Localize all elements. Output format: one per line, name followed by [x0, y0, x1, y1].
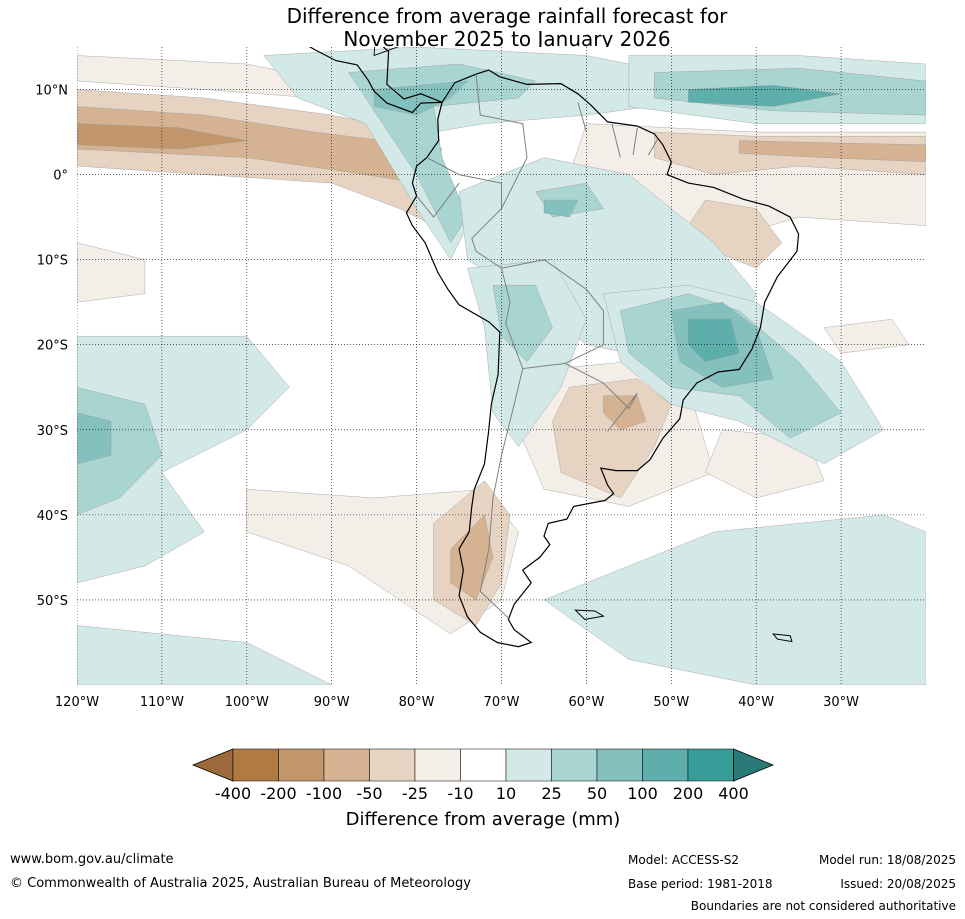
issued-date: Issued: 20/08/2025: [840, 877, 956, 891]
longitude-tick-label: 30°W: [823, 695, 859, 710]
longitude-tick-label: 120°W: [55, 695, 99, 710]
country-border: [577, 102, 587, 133]
colorbar-swatch: [232, 748, 279, 782]
dry-east-pacific-faint: [77, 242, 146, 303]
wet-east-pacific-faint: [77, 336, 290, 584]
latitude-tick-label: 10°S: [37, 254, 68, 269]
chart-title-line-1: Difference from average rainfall forecas…: [286, 4, 728, 28]
colorbar-swatch: [505, 748, 552, 782]
colorbar-tick-label: -10: [447, 784, 473, 803]
chart-title-line-2: November 2025 to January 2026: [343, 27, 671, 51]
colorbar-swatch: [323, 748, 370, 782]
coastline: [308, 47, 800, 648]
colorbar-tick-label: -200: [260, 784, 296, 803]
south-america-coastline: [405, 69, 800, 648]
country-border: [501, 259, 604, 370]
country-border: [632, 127, 638, 156]
dry-band-itcz-core: [77, 123, 247, 150]
colorbar-tick-label: 100: [627, 784, 658, 803]
latitude-tick-label: 30°S: [37, 424, 68, 439]
south-georgia: [772, 633, 793, 643]
wet-north-atlantic-core: [688, 85, 842, 107]
latitude-labels: 10°N 0° 10°S 20°S 30°S 40°S 50°S: [35, 84, 68, 609]
falkland-islands: [574, 609, 605, 621]
longitude-tick-label: 60°W: [568, 695, 604, 710]
colorbar-tick-label: 10: [496, 784, 516, 803]
colorbar-tick-label: 50: [587, 784, 607, 803]
map-plot-area: [77, 47, 926, 685]
longitude-tick-label: 50°W: [653, 695, 689, 710]
colorbar-swatch: [642, 748, 689, 782]
colorbar-tick-label: -400: [215, 784, 251, 803]
colorbar-title: Difference from average (mm): [346, 809, 621, 830]
latitude-tick-label: 40°S: [37, 509, 68, 524]
latitude-tick-label: 0°: [53, 169, 68, 184]
colorbar-swatch: [278, 748, 325, 782]
longitude-tick-label: 100°W: [225, 695, 269, 710]
wet-sacz-center: [688, 319, 740, 362]
colorbar-high-extend: [733, 748, 775, 782]
model-run-date: Model run: 18/08/2025: [818, 853, 956, 867]
graticule: [77, 47, 926, 685]
colorbar-tick-label: 400: [718, 784, 749, 803]
country-border: [647, 138, 659, 156]
country-border: [426, 157, 502, 209]
latitude-tick-label: 20°S: [37, 339, 68, 354]
colorbar-swatch: [687, 748, 734, 782]
colorbar-tick-label: -100: [306, 784, 342, 803]
colorbar-tick-label: -50: [356, 784, 382, 803]
wet-amazon-core: [543, 199, 579, 218]
colorbar-tick-label: 25: [541, 784, 561, 803]
colorbar-swatch: [551, 748, 598, 782]
colorbar-swatch: [596, 748, 643, 782]
colorbar-swatch: [369, 748, 416, 782]
latitude-tick-label: 10°N: [35, 84, 68, 99]
copyright-text: © Commonwealth of Australia 2025, Austra…: [10, 876, 471, 891]
wet-south-pacific-faint: [77, 625, 332, 685]
disclaimer-text: Boundaries are not considered authoritat…: [690, 899, 956, 913]
longitude-tick-label: 110°W: [140, 695, 184, 710]
rainfall-anomaly-fields: [77, 47, 926, 685]
country-border: [471, 74, 528, 269]
colorbar-tick-label: -25: [402, 784, 428, 803]
dry-uruguay-core: [603, 395, 647, 431]
country-border: [416, 182, 460, 218]
wet-east-pacific-core: [77, 412, 112, 465]
model-name: Model: ACCESS-S2: [628, 853, 740, 867]
longitude-tick-label: 70°W: [484, 695, 520, 710]
colorbar-low-extend: [191, 748, 234, 782]
longitude-tick-label: 90°W: [314, 695, 350, 710]
colorbar-swatch: [414, 748, 461, 782]
website-link[interactable]: www.bom.gov.au/climate: [10, 852, 174, 867]
colorbar-swatch: [460, 748, 507, 782]
country-border: [564, 362, 638, 432]
longitude-tick-label: 80°W: [399, 695, 435, 710]
base-period: Base period: 1981-2018: [628, 877, 773, 891]
colorbar: -400 -200 -100 -50 -25 -10 10 25 50 100 200 400: [191, 748, 775, 803]
colorbar-tick-label: 200: [673, 784, 704, 803]
latitude-tick-label: 50°S: [37, 594, 68, 609]
central-america-coastline: [308, 47, 443, 114]
country-border: [611, 123, 621, 158]
longitude-labels: 120°W 110°W 100°W 90°W 80°W 70°W 60°W 50°W 40°W 3…: [55, 695, 859, 710]
longitude-tick-label: 40°W: [738, 695, 774, 710]
country-border: [479, 368, 524, 620]
